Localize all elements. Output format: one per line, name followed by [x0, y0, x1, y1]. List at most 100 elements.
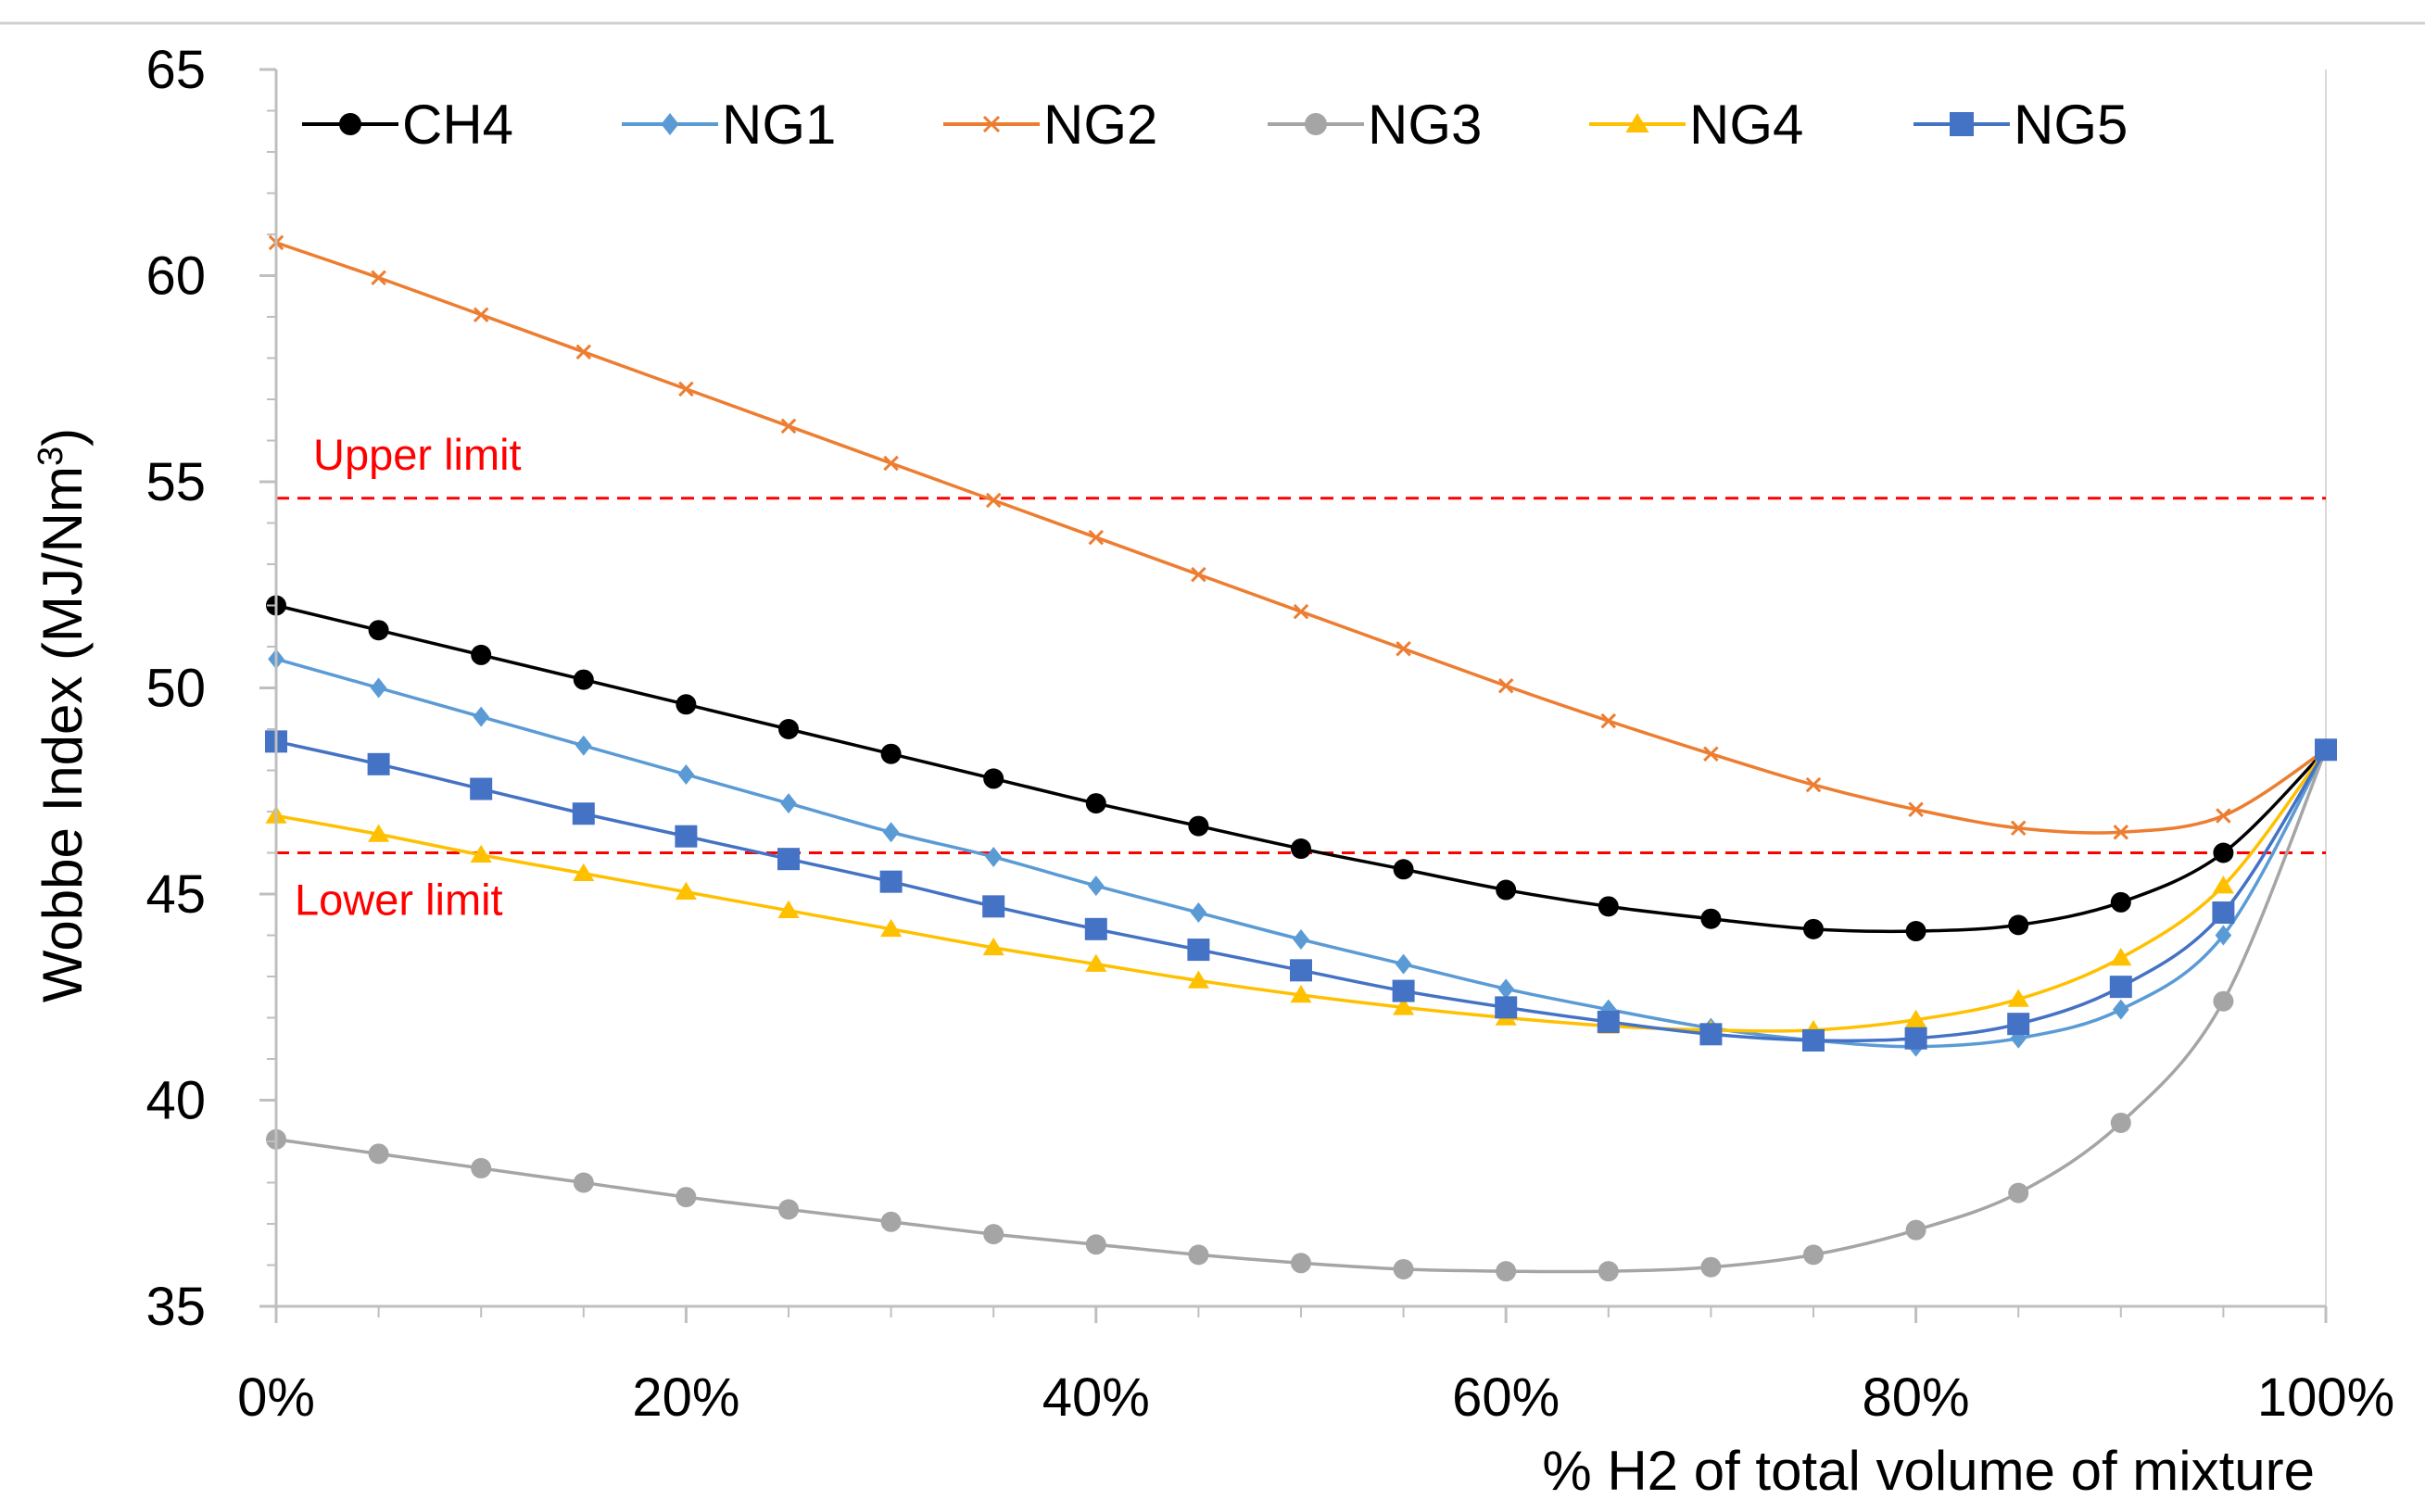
upper-limit-label: Upper limit [313, 430, 522, 479]
data-point-ng2 [371, 270, 386, 285]
data-point-ng1 [985, 846, 1002, 867]
data-point-ng5 [675, 825, 698, 848]
data-point-ng5 [1699, 1023, 1723, 1046]
data-point-ng3 [778, 1199, 799, 1220]
data-point-ng4 [2110, 947, 2132, 966]
y-tick-label: 45 [145, 864, 206, 925]
data-point-ng2 [1293, 603, 1309, 620]
data-point-ng2 [1600, 712, 1617, 729]
data-point-ng3 [1393, 1258, 1414, 1279]
data-point-ch4 [1803, 918, 1824, 939]
series-ng1 [268, 649, 2334, 1057]
series-ng3 [266, 739, 2336, 1282]
legend-swatch-marker [661, 113, 679, 135]
x-tick-label: 40% [1042, 1367, 1150, 1428]
data-point-ng1 [2113, 999, 2129, 1020]
data-point-ch4 [983, 768, 1004, 789]
data-point-ng3 [983, 1224, 1004, 1245]
y-tick-label: 55 [145, 452, 206, 512]
data-point-ng2 [2010, 820, 2027, 837]
legend-item-ng2: NG2 [943, 94, 1157, 156]
data-point-ng3 [1905, 1219, 1926, 1241]
x-tick-label: 20% [632, 1367, 739, 1428]
data-point-ng5 [1392, 979, 1415, 1002]
data-point-ng3 [1496, 1261, 1517, 1282]
data-point-ng4 [1085, 953, 1107, 972]
data-point-ng2 [1191, 566, 1206, 583]
data-point-ng5 [572, 802, 595, 825]
data-point-ng4 [1187, 970, 1209, 989]
data-point-ch4 [471, 644, 492, 665]
data-point-ch4 [368, 620, 389, 641]
data-point-ng1 [1395, 953, 1412, 975]
data-point-ng1 [677, 763, 695, 785]
legend-label: NG1 [722, 94, 836, 156]
legend-swatch-marker [1625, 113, 1649, 132]
data-point-ng4 [573, 863, 595, 881]
data-point-ng5 [2212, 901, 2235, 925]
data-point-ng3 [1291, 1253, 1311, 1274]
data-point-ng3 [2110, 1112, 2131, 1133]
x-tick-label: 100% [2257, 1367, 2394, 1428]
data-point-ch4 [2110, 891, 2131, 913]
data-point-ch4 [1496, 879, 1517, 901]
data-point-ng2 [473, 307, 489, 323]
data-point-ng1 [575, 735, 592, 756]
data-point-ng5 [1187, 939, 1210, 962]
data-point-ng3 [1803, 1244, 1824, 1266]
data-point-ng2 [678, 381, 694, 397]
data-point-ng3 [880, 1211, 902, 1232]
data-point-ng5 [777, 848, 800, 871]
data-point-ch4 [2213, 842, 2234, 863]
data-point-ng5 [1802, 1028, 1825, 1052]
x-tick-label: 60% [1452, 1367, 1560, 1428]
legend-label: NG2 [1043, 94, 1157, 156]
data-point-ng5 [2109, 976, 2132, 999]
data-point-ng4 [470, 844, 492, 863]
data-point-ng2 [883, 455, 899, 472]
data-point-ng3 [676, 1187, 697, 1208]
data-point-ng2 [1497, 678, 1514, 694]
y-tick-label: 35 [145, 1277, 206, 1337]
data-point-ng1 [882, 822, 900, 843]
data-point-ng5 [2007, 1013, 2030, 1036]
data-point-ng3 [1188, 1244, 1209, 1266]
x-tick-label: 0% [237, 1367, 315, 1428]
lower-limit-label: Lower limit [295, 876, 503, 925]
data-point-ng5 [2315, 738, 2337, 762]
data-point-ng2 [985, 492, 1002, 509]
data-point-ng5 [982, 895, 1005, 918]
data-point-ng2 [1805, 776, 1822, 793]
data-point-ng3 [2213, 990, 2234, 1012]
legend-item-ng1: NG1 [622, 94, 836, 156]
data-point-ch4 [1700, 908, 1722, 929]
y-axis-title-close: ) [32, 428, 94, 447]
legend-item-ng5: NG5 [1913, 94, 2128, 156]
y-tick-label: 65 [145, 40, 206, 100]
legend-swatch-marker [1305, 113, 1327, 135]
legend-swatch-marker [1950, 112, 1974, 136]
data-point-ch4 [880, 743, 902, 764]
x-tick-label: 80% [1863, 1367, 1970, 1428]
data-point-ng1 [2010, 1027, 2027, 1049]
data-point-ng2 [780, 418, 797, 435]
y-tick-label: 50 [145, 659, 206, 719]
y-tick-label: 60 [145, 246, 206, 307]
data-point-ng5 [1290, 959, 1312, 982]
data-point-ng4 [1905, 1009, 1927, 1027]
data-point-ng5 [879, 870, 903, 893]
series-line-ng3 [275, 749, 2328, 1274]
data-point-ch4 [2008, 914, 2029, 936]
data-point-ng1 [780, 793, 797, 814]
data-point-ng1 [1293, 928, 1309, 950]
data-point-ng1 [1497, 978, 1514, 1000]
data-point-ng3 [1085, 1234, 1106, 1255]
data-point-ng2 [1703, 746, 1719, 762]
data-point-ch4 [778, 719, 799, 739]
data-point-ng5 [1495, 996, 1518, 1019]
data-point-ng2 [575, 344, 592, 360]
data-point-ng3 [573, 1172, 594, 1193]
data-point-ng4 [982, 937, 1004, 956]
